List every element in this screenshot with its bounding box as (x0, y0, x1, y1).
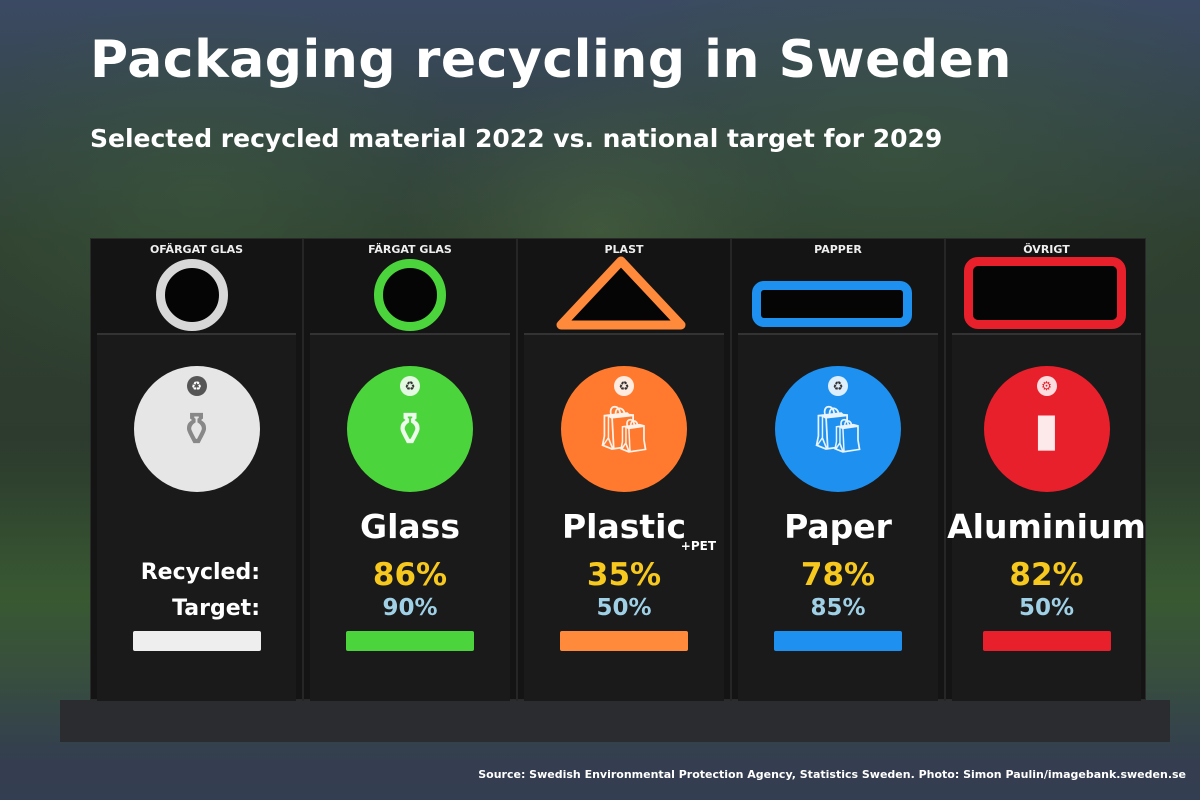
bin-clear-glass: OFÄRGAT GLAS ♻ ⚱ (91, 239, 304, 701)
glass-bottles-icon: ♻ ⚱ (347, 366, 473, 492)
page-title: Packaging recycling in Sweden (90, 30, 1012, 90)
target-value: 90% (382, 595, 438, 621)
bin-color-bar (346, 631, 474, 651)
target-value: 85% (810, 595, 866, 621)
glass-bottles-icon: ♻ ⚱ (133, 366, 260, 492)
metal-can-icon: ⚙ ▮ (983, 366, 1110, 492)
target-value: 50% (1018, 595, 1075, 621)
recycled-value: 82% (1009, 557, 1084, 593)
recycled-value: 78% (800, 557, 876, 593)
recycling-station: OFÄRGAT GLAS ♻ ⚱ FÄRGAT GLAS ♻ ⚱ Glass 86%… (90, 238, 1147, 701)
bin-label: PLAST (604, 243, 644, 256)
bin-color-bar (774, 631, 902, 651)
bin-color-bar (982, 631, 1111, 651)
bin-paper: PAPPER ♻ 🛍 Paper 78% 85% (732, 239, 946, 701)
material-aluminium: Aluminium (947, 507, 1146, 546)
round-slot (374, 259, 446, 331)
material-plastic: Plastic (561, 507, 687, 546)
recycled-row-label: Recycled: (140, 560, 260, 585)
bin-color-bar (132, 631, 261, 651)
recycled-value: 35% (586, 557, 662, 593)
recycled-value: 86% (372, 557, 448, 593)
rect-slot (752, 281, 912, 327)
plastic-items-icon: ♻ 🛍 (561, 366, 687, 492)
paper-bags-icon: ♻ 🛍 (775, 366, 901, 492)
triangle-slot (556, 256, 686, 330)
rect-slot (964, 257, 1126, 329)
round-slot (156, 259, 228, 331)
material-glass: Glass (360, 507, 460, 546)
bin-label: PAPPER (814, 243, 862, 256)
bin-color-bar (560, 631, 688, 651)
bin-plastic: PLAST ♻ 🛍 Plastic +PET 35% 50% (518, 239, 732, 701)
plastic-note: +PET (680, 539, 716, 553)
bin-label: FÄRGAT GLAS (368, 243, 452, 256)
bin-base (60, 700, 1170, 742)
target-value: 50% (596, 595, 652, 621)
source-credit: Source: Swedish Environmental Protection… (478, 768, 1186, 781)
bin-aluminium: ÖVRIGT ⚙ ▮ Aluminium 82% 50% (946, 239, 1147, 701)
target-row-label: Target: (172, 596, 260, 621)
material-paper: Paper (784, 507, 892, 546)
subtitle: Selected recycled material 2022 vs. nati… (90, 124, 943, 153)
bin-glass: FÄRGAT GLAS ♻ ⚱ Glass 86% 90% (304, 239, 518, 701)
bin-label: OFÄRGAT GLAS (149, 243, 244, 256)
bin-label: ÖVRIGT (1023, 243, 1070, 256)
